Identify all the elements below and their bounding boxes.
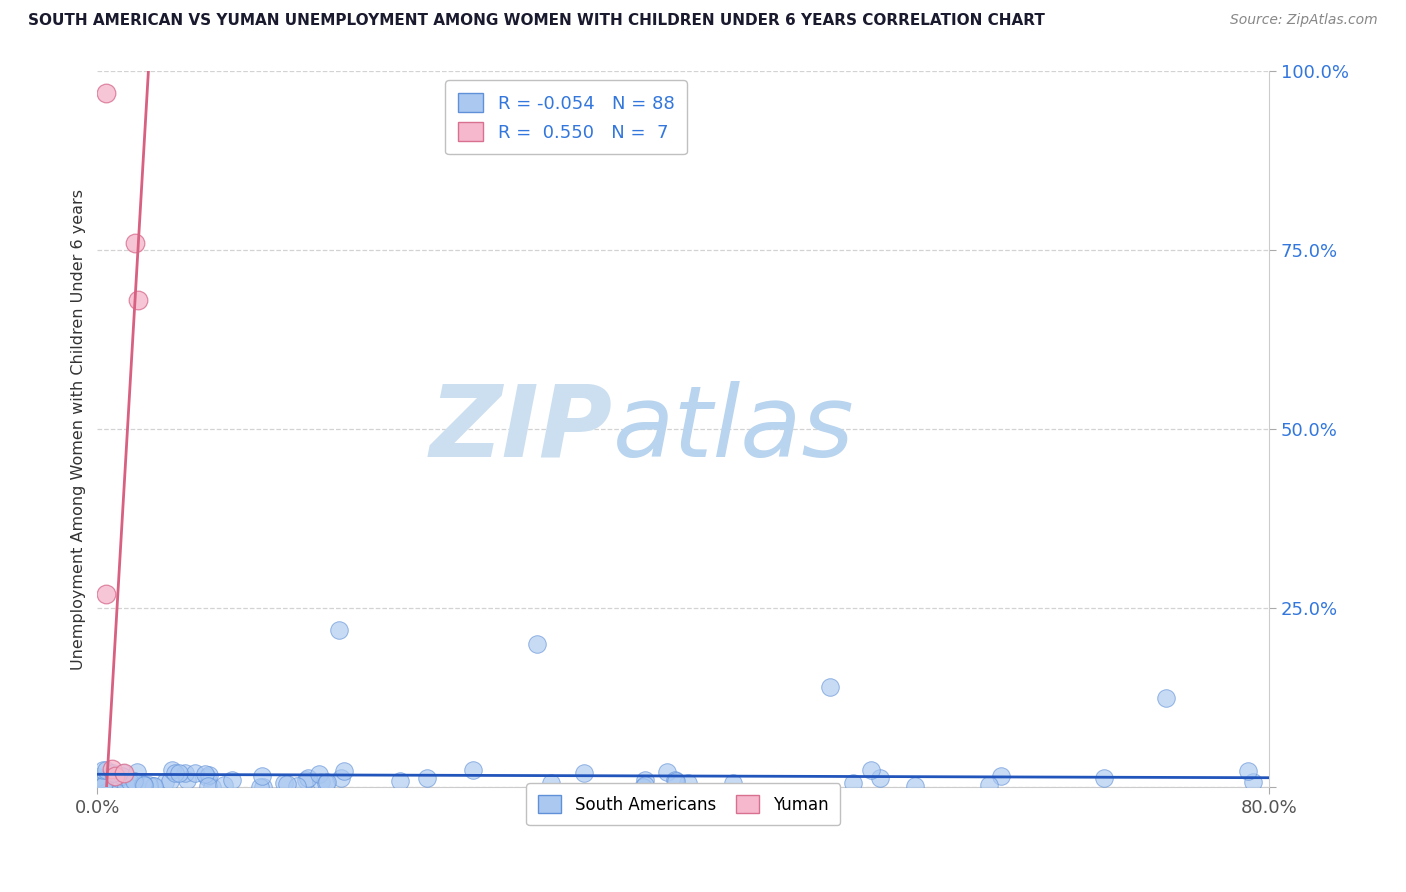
Point bbox=[107, 771, 129, 785]
Point bbox=[101, 762, 124, 776]
Point bbox=[276, 777, 298, 791]
Point bbox=[904, 779, 927, 793]
Point bbox=[294, 772, 316, 787]
Point bbox=[104, 776, 127, 790]
Point bbox=[197, 779, 219, 793]
Point bbox=[90, 775, 112, 789]
Point bbox=[316, 775, 339, 789]
Point bbox=[111, 766, 134, 780]
Point bbox=[132, 776, 155, 790]
Point bbox=[104, 778, 127, 792]
Point bbox=[90, 773, 112, 788]
Point bbox=[124, 773, 146, 788]
Point bbox=[308, 766, 330, 780]
Point bbox=[249, 780, 271, 794]
Point bbox=[329, 771, 352, 785]
Point bbox=[198, 767, 221, 781]
Point bbox=[118, 775, 141, 789]
Point bbox=[252, 780, 274, 794]
Text: SOUTH AMERICAN VS YUMAN UNEMPLOYMENT AMONG WOMEN WITH CHILDREN UNDER 6 YEARS COR: SOUTH AMERICAN VS YUMAN UNEMPLOYMENT AMO… bbox=[28, 13, 1045, 29]
Text: Source: ZipAtlas.com: Source: ZipAtlas.com bbox=[1230, 13, 1378, 28]
Point bbox=[162, 763, 184, 777]
Point bbox=[869, 772, 891, 786]
Point bbox=[388, 774, 411, 789]
Point bbox=[127, 293, 149, 308]
Point bbox=[97, 772, 120, 787]
Point bbox=[201, 780, 224, 794]
Point bbox=[124, 774, 146, 789]
Point bbox=[159, 773, 181, 788]
Point bbox=[87, 770, 110, 784]
Text: ZIP: ZIP bbox=[430, 381, 613, 477]
Point bbox=[96, 763, 118, 777]
Point bbox=[114, 780, 136, 794]
Point bbox=[572, 765, 595, 780]
Point bbox=[142, 780, 165, 794]
Point bbox=[163, 766, 186, 780]
Point bbox=[87, 772, 110, 786]
Point bbox=[94, 86, 117, 100]
Point bbox=[195, 771, 218, 785]
Point bbox=[101, 765, 124, 780]
Point bbox=[124, 235, 146, 250]
Point bbox=[155, 775, 177, 789]
Point bbox=[328, 623, 350, 637]
Point bbox=[990, 769, 1012, 783]
Point bbox=[138, 778, 160, 792]
Point bbox=[311, 774, 333, 789]
Point bbox=[112, 765, 135, 780]
Point bbox=[250, 769, 273, 783]
Point bbox=[1092, 771, 1115, 785]
Text: atlas: atlas bbox=[613, 381, 855, 477]
Point bbox=[167, 766, 190, 780]
Point bbox=[107, 769, 129, 783]
Point bbox=[657, 764, 679, 779]
Point bbox=[104, 769, 127, 783]
Point bbox=[176, 773, 198, 788]
Y-axis label: Unemployment Among Women with Children Under 6 years: Unemployment Among Women with Children U… bbox=[72, 188, 86, 670]
Point bbox=[127, 765, 149, 780]
Legend: South Americans, Yuman: South Americans, Yuman bbox=[526, 783, 839, 825]
Point bbox=[212, 778, 235, 792]
Point bbox=[664, 772, 686, 787]
Point bbox=[143, 779, 166, 793]
Point bbox=[111, 769, 134, 783]
Point bbox=[315, 776, 337, 790]
Point bbox=[634, 778, 657, 792]
Point bbox=[194, 767, 217, 781]
Point bbox=[665, 774, 688, 789]
Point bbox=[333, 764, 356, 778]
Point bbox=[676, 776, 699, 790]
Point bbox=[818, 680, 841, 694]
Point bbox=[273, 775, 295, 789]
Point bbox=[221, 772, 243, 787]
Point bbox=[114, 775, 136, 789]
Point bbox=[173, 765, 195, 780]
Point bbox=[94, 587, 117, 601]
Point bbox=[93, 777, 115, 791]
Point bbox=[91, 779, 114, 793]
Point bbox=[979, 778, 1001, 792]
Point bbox=[184, 765, 207, 780]
Point bbox=[634, 772, 657, 787]
Point bbox=[91, 763, 114, 777]
Point bbox=[1156, 690, 1178, 705]
Point bbox=[721, 776, 744, 790]
Point bbox=[633, 780, 655, 794]
Point bbox=[132, 778, 155, 792]
Point bbox=[859, 763, 882, 777]
Point bbox=[841, 776, 863, 790]
Point bbox=[461, 764, 484, 778]
Point bbox=[415, 771, 437, 785]
Point bbox=[1241, 775, 1264, 789]
Point bbox=[526, 637, 548, 651]
Point bbox=[540, 776, 562, 790]
Point bbox=[297, 771, 319, 785]
Point bbox=[1237, 764, 1260, 778]
Point bbox=[285, 779, 308, 793]
